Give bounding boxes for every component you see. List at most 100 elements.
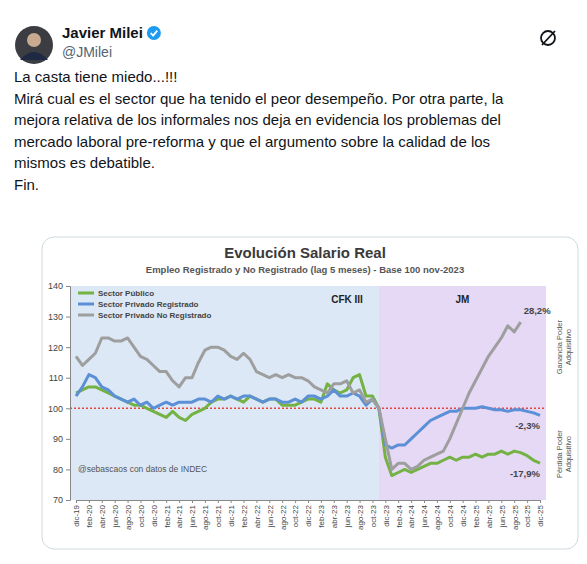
verified-badge [147, 26, 161, 40]
x-tick-mark [128, 500, 129, 503]
x-tick-label: ago-25 [511, 504, 520, 529]
x-tick-label: feb-25 [472, 504, 481, 527]
x-tick: feb-25 [472, 500, 481, 528]
x-tick-mark [411, 500, 412, 503]
avatar-face [27, 33, 41, 47]
series-line [76, 322, 521, 469]
x-tick-label: ago-22 [279, 504, 288, 529]
x-tick-label: oct-25 [523, 504, 532, 527]
x-tick-mark [89, 500, 90, 503]
y-tick-mark [66, 286, 70, 287]
icon-ring [541, 31, 555, 45]
badge-check [151, 31, 158, 36]
chart-subtitle: Empleo Registrado y No Registrado (lag 5… [146, 264, 464, 275]
x-tick-label: dic-23 [382, 504, 391, 526]
x-tick: jun-24 [420, 500, 429, 528]
x-tick: oct-24 [446, 500, 455, 527]
x-tick-mark [140, 500, 141, 503]
x-tick-label: abr-24 [407, 504, 416, 528]
post-text-line: mejora relativa de los informales nos de… [14, 111, 501, 128]
x-tick: ago-25 [511, 500, 520, 530]
x-tick: ago-23 [356, 500, 365, 530]
y-axis-line [66, 287, 71, 501]
x-tick: abr-24 [407, 500, 416, 528]
y-tick-label: 130 [48, 312, 63, 322]
x-tick: jun-25 [498, 500, 507, 528]
author-handle: @JMilei [62, 44, 112, 60]
y-tick-label: 70 [53, 495, 63, 505]
side-label: Ganancia PoderAdquisitivo [555, 320, 573, 375]
chart-card [42, 237, 578, 549]
x-tick-label: dic-22 [304, 504, 313, 526]
icon-slash [542, 31, 555, 45]
series-line [76, 375, 540, 448]
y-tick-mark [66, 500, 70, 501]
y-tick-label: 120 [48, 343, 63, 353]
x-tick: abr-22 [253, 500, 262, 528]
y-axis: 708090100110120130140 [48, 281, 71, 505]
x-tick: feb-20 [85, 500, 94, 528]
legend-swatch [78, 292, 94, 295]
x-tick-mark [218, 500, 219, 503]
side-label-group: Pérdida PoderAdquisitivo [555, 430, 573, 478]
x-tick-mark [76, 500, 77, 503]
period-band [379, 286, 546, 500]
x-tick-label: jun-23 [343, 504, 352, 528]
x-tick: ago-24 [433, 500, 442, 530]
x-tick: jun-23 [343, 500, 352, 528]
legend-label: Sector Privado Registrado [98, 300, 199, 309]
x-tick-mark [282, 500, 283, 503]
x-axis: dic-19feb-20abr-20jun-20ago-20oct-20dic-… [72, 500, 545, 530]
x-tick-mark [153, 500, 154, 503]
x-tick-label: jun-24 [420, 504, 429, 528]
y-tick-label: 90 [53, 434, 63, 444]
x-tick-mark [360, 500, 361, 503]
y-tick-mark [66, 439, 70, 440]
x-tick-mark [295, 500, 296, 503]
x-tick: feb-24 [395, 500, 404, 528]
avatar-body [20, 52, 48, 60]
y-tick-label: 100 [48, 404, 63, 414]
x-tick: oct-22 [291, 500, 300, 527]
x-tick-label: oct-20 [137, 504, 146, 527]
x-tick-mark [501, 500, 502, 503]
x-tick-label: ago-24 [433, 504, 442, 529]
x-tick: dic-25 [536, 500, 545, 527]
page: Javier Milei@JMileiLa casta tiene miedo.… [0, 0, 587, 564]
author-name: Javier Milei [62, 24, 143, 41]
x-tick: feb-22 [240, 500, 249, 528]
x-tick-label: oct-21 [214, 504, 223, 527]
legend-label: Sector Público [98, 289, 154, 298]
x-tick-mark [527, 500, 528, 503]
end-annotation: 28,2% [524, 305, 551, 316]
x-tick-mark [424, 500, 425, 503]
credit: @sebascaos con datos de INDEC [78, 464, 207, 474]
y-tick: 100 [48, 404, 70, 414]
avatar [15, 26, 53, 64]
x-tick: feb-21 [163, 500, 172, 528]
x-tick-label: feb-20 [85, 504, 94, 527]
x-tick: dic-24 [459, 500, 468, 527]
x-tick-label: jun-22 [266, 504, 275, 528]
y-tick-label: 80 [53, 465, 63, 475]
x-tick: abr-20 [98, 500, 107, 528]
end-annotation: -17,9% [510, 468, 541, 479]
x-tick: oct-23 [369, 500, 378, 527]
x-tick-label: abr-20 [98, 504, 107, 528]
x-tick-label: jun-21 [188, 504, 197, 528]
y-tick: 80 [53, 465, 70, 475]
menu-icon [541, 31, 555, 45]
x-tick-mark [179, 500, 180, 503]
period-label: CFK III [331, 294, 363, 305]
x-tick-mark [269, 500, 270, 503]
x-tick-label: jun-20 [111, 504, 120, 528]
side-label-group: Ganancia PoderAdquisitivo [555, 320, 573, 375]
period-label: JM [455, 294, 469, 305]
x-tick-mark [385, 500, 386, 503]
x-tick: abr-25 [485, 500, 494, 528]
x-tick-mark [115, 500, 116, 503]
side-label: Pérdida PoderAdquisitivo [555, 430, 573, 478]
x-tick: dic-19 [72, 500, 81, 527]
badge-circle [147, 26, 161, 40]
x-tick: dic-20 [150, 500, 159, 527]
